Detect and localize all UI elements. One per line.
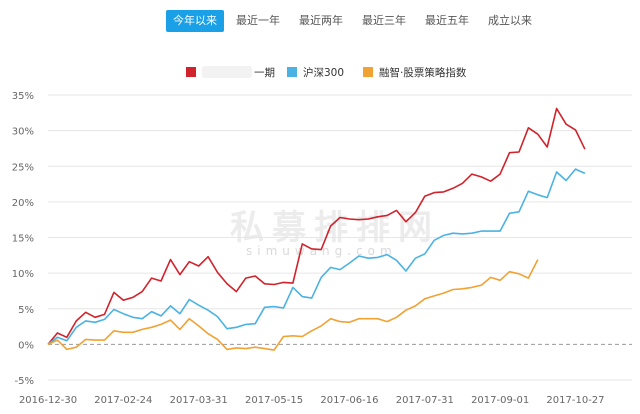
tab-since-inception[interactable]: 成立以来	[488, 14, 532, 27]
x-tick-label: 2017-10-27	[546, 395, 604, 406]
series-line-1	[47, 168, 586, 346]
y-tick-label: 10%	[12, 269, 34, 280]
series-line-0	[47, 107, 586, 345]
x-tick-label: 2017-02-24	[94, 395, 152, 406]
legend-item-csi300[interactable]: 沪深300	[287, 64, 344, 80]
tab-3y[interactable]: 最近三年	[362, 14, 406, 27]
y-tick-label: 30%	[12, 127, 34, 138]
legend-item-fund[interactable]: 一期	[186, 64, 275, 80]
legend-label-fund: 一期	[254, 66, 275, 79]
tab-5y[interactable]: 最近五年	[425, 14, 469, 27]
x-axis-labels: 2016-12-30 2017-02-24 2017-03-31 2017-05-15…	[19, 395, 605, 406]
tab-1y[interactable]: 最近一年	[236, 14, 280, 27]
x-tick-label: 2016-12-30	[19, 395, 77, 406]
y-tick-label: 35%	[12, 91, 34, 102]
legend-swatch-index	[363, 67, 373, 77]
legend-swatch-fund	[186, 67, 196, 77]
y-tick-label: 25%	[12, 162, 34, 173]
tab-ytd[interactable]: 今年以来	[166, 10, 224, 32]
legend-swatch-csi300	[287, 67, 297, 77]
y-tick-label: 5%	[18, 305, 34, 316]
redacted-fund-name	[202, 66, 252, 78]
y-tick-label: 0%	[18, 340, 34, 351]
y-tick-label: 15%	[12, 234, 34, 245]
legend-item-index[interactable]: 融智·股票策略指数	[363, 64, 466, 80]
chart-grid	[48, 94, 632, 381]
legend-label-index: 融智·股票策略指数	[379, 66, 467, 79]
x-tick-label: 2017-03-31	[170, 395, 228, 406]
y-tick-label: 20%	[12, 198, 34, 209]
period-tabs: 今年以来 最近一年 最近两年 最近三年 最近五年 成立以来	[166, 10, 544, 32]
x-tick-label: 2017-06-16	[320, 395, 378, 406]
x-tick-label: 2017-07-31	[396, 395, 454, 406]
x-tick-label: 2017-09-01	[471, 395, 529, 406]
watermark-logo: 私募排排网	[230, 208, 440, 248]
series-lines	[47, 107, 586, 351]
series-line-2	[47, 259, 539, 351]
y-axis-labels: -5% 0% 5% 10% 15% 20% 25% 30% 35%	[12, 91, 34, 387]
legend-label-csi300: 沪深300	[303, 66, 345, 79]
tab-2y[interactable]: 最近两年	[299, 14, 343, 27]
watermark-url: simuwang.com	[246, 244, 397, 258]
chart-legend: 一期 沪深300 融智·股票策略指数	[0, 64, 640, 80]
x-tick-label: 2017-05-15	[245, 395, 303, 406]
y-tick-label: -5%	[15, 376, 34, 387]
